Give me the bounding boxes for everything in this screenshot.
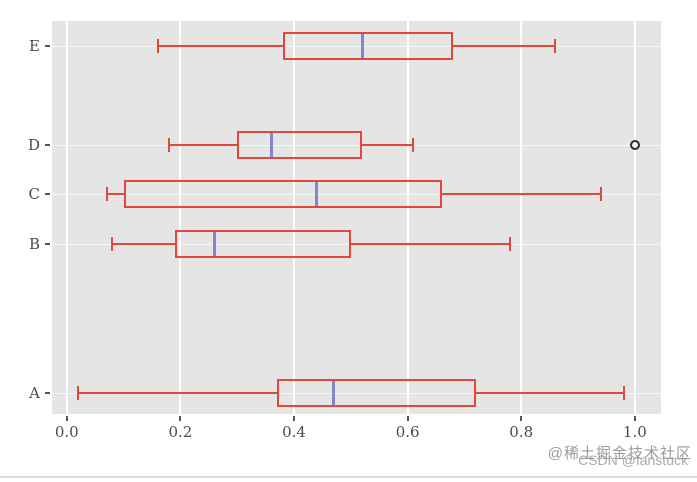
watermark-community-text: @稀土掘金技术社区: [547, 445, 692, 462]
iqr-box-C: [124, 180, 442, 208]
whisker-low-line-A: [78, 392, 277, 394]
y-tick-label-E: E: [29, 36, 40, 55]
whisker-high-line-D: [362, 144, 414, 146]
whisker-low-cap-E: [156, 39, 159, 53]
x-tick-mark-0.0: [65, 416, 68, 421]
x-tick-label-0.4: 0.4: [282, 423, 306, 441]
y-gridline-C: [52, 194, 661, 195]
whisker-low-line-D: [169, 144, 238, 146]
x-tick-label-0.6: 0.6: [395, 423, 420, 441]
whisker-low-cap-A: [77, 386, 80, 400]
y-tick-label-D: D: [27, 135, 40, 154]
y-gridline-D: [52, 145, 661, 146]
median-line-C: [315, 182, 318, 206]
whisker-low-cap-D: [168, 138, 171, 152]
watermark: @稀土掘金技术社区 CSDN @fanstuck: [454, 442, 694, 476]
y-gridline-E: [52, 46, 661, 47]
y-tick-mark-A: [45, 391, 50, 394]
x-tick-label-0.2: 0.2: [168, 423, 193, 441]
whisker-high-line-C: [441, 193, 601, 195]
iqr-box-B: [175, 230, 351, 258]
plot-panel: [52, 21, 661, 414]
iqr-box-E: [283, 32, 453, 60]
x-tick-label-1.0: 1.0: [622, 423, 647, 441]
whisker-high-cap-B: [508, 237, 511, 251]
x-gridline-0.6: [406, 21, 409, 414]
median-line-E: [361, 34, 364, 58]
y-tick-mark-B: [45, 243, 50, 245]
whisker-low-line-C: [106, 193, 124, 195]
whisker-low-cap-B: [111, 237, 114, 251]
outlier-marker-D-0: [630, 140, 640, 150]
whisker-high-cap-A: [622, 386, 625, 400]
x-tick-mark-1.0: [633, 416, 636, 421]
bottom-divider-line: [0, 476, 697, 478]
whisker-low-cap-C: [105, 187, 108, 201]
whisker-low-line-E: [157, 45, 283, 47]
y-gridline-A: [52, 393, 661, 394]
y-tick-label-C: C: [28, 185, 40, 204]
x-gridline-0.0: [65, 21, 68, 414]
median-line-B: [213, 232, 216, 256]
median-line-A: [332, 381, 335, 405]
x-gridline-1.0: [633, 21, 636, 414]
y-tick-mark-E: [45, 44, 50, 47]
whisker-high-cap-E: [554, 39, 557, 53]
x-tick-mark-0.2: [179, 416, 182, 421]
x-tick-label-0.8: 0.8: [509, 423, 534, 441]
y-tick-label-A: A: [29, 383, 40, 402]
whisker-high-cap-C: [599, 187, 602, 201]
x-tick-mark-0.6: [406, 416, 409, 421]
iqr-box-A: [277, 379, 476, 407]
y-tick-mark-D: [45, 143, 50, 146]
whisker-high-line-B: [350, 243, 510, 245]
y-tick-mark-C: [45, 193, 50, 196]
x-tick-mark-0.4: [293, 416, 295, 421]
whisker-high-line-E: [453, 45, 556, 47]
x-gridline-0.4: [293, 21, 295, 414]
y-tick-label-B: B: [28, 235, 40, 253]
iqr-box-D: [237, 131, 362, 159]
x-tick-label-0.0: 0.0: [54, 423, 79, 441]
watermark-csdn-text: CSDN @fanstuck: [578, 452, 688, 468]
whisker-high-cap-D: [412, 138, 415, 152]
whisker-high-line-A: [475, 392, 624, 394]
x-tick-mark-0.8: [520, 416, 523, 421]
x-gridline-0.2: [179, 21, 182, 414]
x-gridline-0.8: [520, 21, 523, 414]
whisker-low-line-B: [112, 243, 175, 245]
median-line-D: [270, 133, 273, 157]
